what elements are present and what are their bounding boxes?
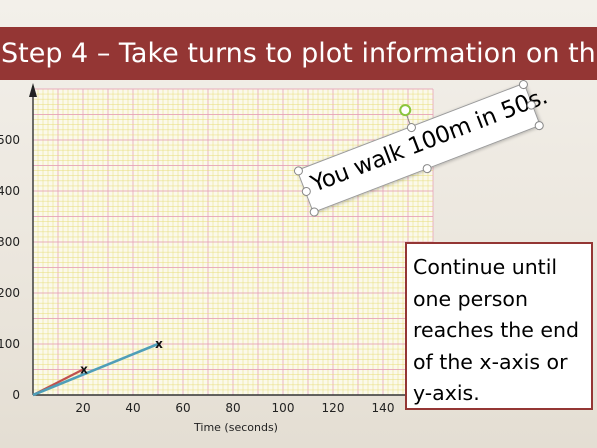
instruction-box: Continue until one person reaches the en…: [405, 242, 593, 410]
x-tick-label: 20: [75, 401, 90, 415]
y-tick-label: 400: [0, 184, 20, 198]
slide-title: Step 4 – Take turns to plot information …: [1, 38, 597, 69]
series-line: [32, 342, 159, 397]
x-tick-label: 140: [372, 401, 395, 415]
y-axis-arrow-icon: [29, 83, 37, 97]
slide-title-bar: Step 4 – Take turns to plot information …: [0, 27, 597, 80]
graph-grid: [32, 88, 434, 396]
x-axis-label: Time (seconds): [193, 421, 278, 434]
graph-series: [32, 342, 159, 397]
x-tick-label: 120: [322, 401, 345, 415]
data-point-marker: x: [80, 363, 88, 377]
y-tick-label: 100: [0, 337, 20, 351]
x-tick-label: 40: [125, 401, 140, 415]
graph-axes: [29, 83, 433, 396]
y-tick-label: 300: [0, 235, 20, 249]
y-tick-label: 0: [12, 388, 20, 402]
graph-markers: xx: [80, 337, 163, 377]
y-tick-label: 200: [0, 286, 20, 300]
x-tick-label: 80: [225, 401, 240, 415]
y-tick-label: 500: [0, 133, 20, 147]
graph-tick-labels: 20 40 60 80 100 120 140 0 100 200 300 400 500: [0, 133, 394, 415]
data-point-marker: x: [155, 337, 163, 351]
instruction-text: Continue until one person reaches the en…: [413, 255, 580, 405]
x-tick-label: 100: [272, 401, 295, 415]
x-tick-label: 60: [175, 401, 190, 415]
